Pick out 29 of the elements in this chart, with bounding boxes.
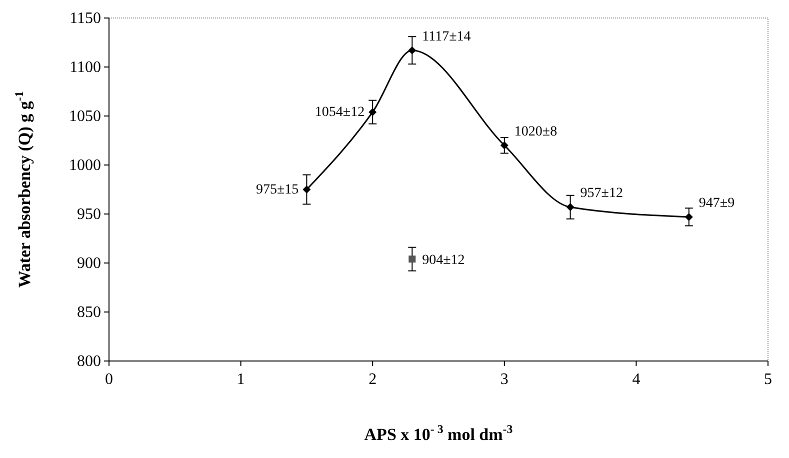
data-label: 947±9 <box>698 196 735 211</box>
point <box>302 186 311 194</box>
y-tick-label: 1150 <box>70 10 101 27</box>
y-tick-label: 950 <box>77 206 101 223</box>
x-tick-label: 2 <box>368 371 377 388</box>
data-label: 957±12 <box>580 186 623 202</box>
data-label: 975±15 <box>256 182 299 198</box>
data-label: 1054±12 <box>314 105 365 120</box>
data-label: 1117±14 <box>422 29 471 44</box>
point <box>684 212 693 221</box>
x-tick-label: 4 <box>632 371 640 388</box>
point <box>408 256 416 263</box>
x-tick-label: 1 <box>236 371 245 388</box>
y-tick-label: 1050 <box>69 108 101 125</box>
x-tick-label: 3 <box>500 371 508 388</box>
x-tick-label: 5 <box>764 371 772 388</box>
point <box>500 141 508 150</box>
point <box>408 46 416 54</box>
point <box>368 108 377 116</box>
y-tick-label: 800 <box>77 353 101 370</box>
y-tick-label: 1000 <box>69 157 101 174</box>
data-label: 904±12 <box>422 253 465 268</box>
y-tick-label: 850 <box>77 304 101 321</box>
x-axis-title: APS x 10$^{- 3}$ mol dm$^{-3}$ <box>364 422 513 444</box>
data-label: 1020±8 <box>514 124 558 140</box>
point <box>566 203 574 212</box>
x-tick-label: 0 <box>105 371 113 388</box>
y-tick-label: 900 <box>77 255 101 272</box>
y-tick-label: 1100 <box>70 59 101 76</box>
